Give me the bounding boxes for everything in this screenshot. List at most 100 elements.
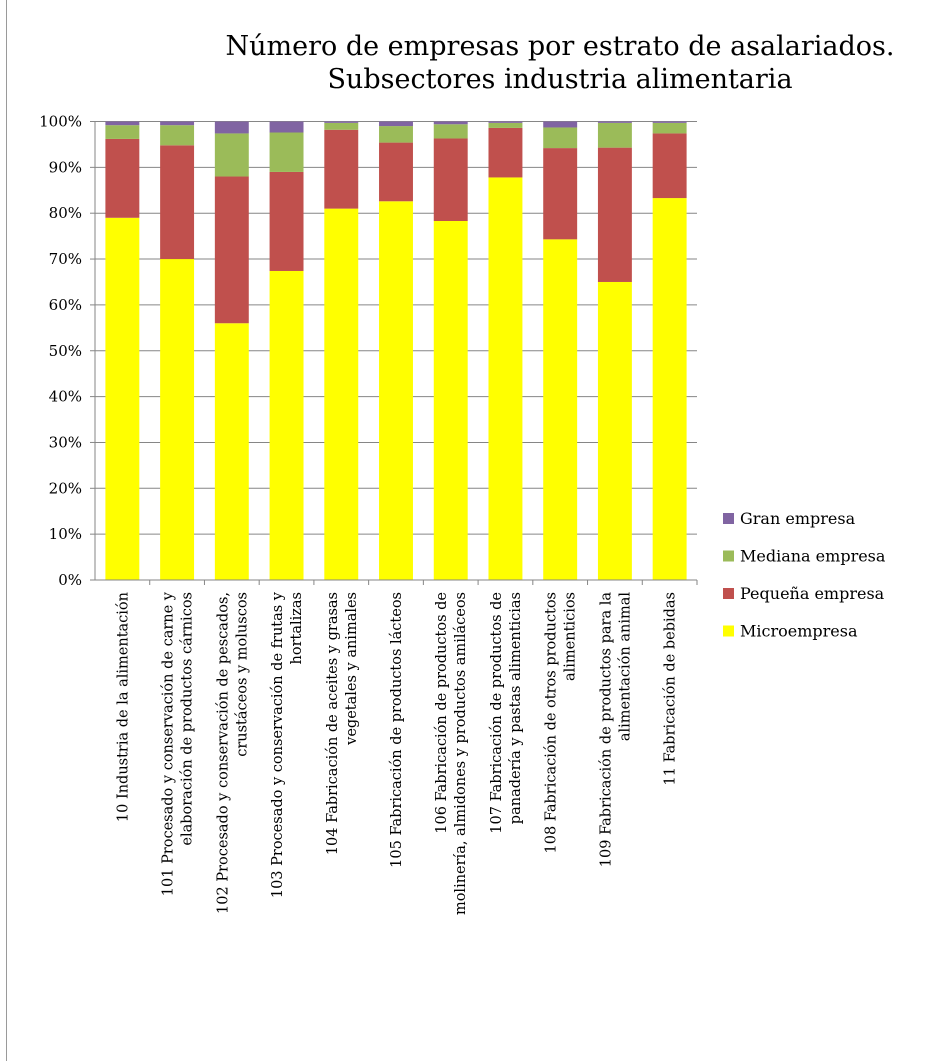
y-tick-label: 80%	[49, 204, 82, 222]
bar-segment	[543, 121, 578, 128]
chart-title-line-1: Número de empresas por estrato de asalar…	[225, 31, 895, 62]
bar-segment	[379, 121, 413, 127]
bars	[105, 121, 687, 581]
y-tick-label: 0%	[58, 571, 82, 589]
bar-segment	[597, 147, 632, 282]
bar-segment	[433, 220, 468, 580]
frame-border	[6, 0, 7, 1061]
legend-swatch	[723, 513, 734, 524]
bar-segment	[597, 121, 632, 123]
y-tick-label: 10%	[49, 525, 82, 543]
x-tick-label-line: 109 Fabricación de productos para la	[598, 592, 614, 868]
bar-segment	[269, 132, 304, 172]
legend-item: Gran empresa	[723, 509, 856, 528]
bar-segment	[324, 129, 359, 209]
x-tick-label-line: panadería y pastas alimenticias	[508, 592, 524, 824]
x-tick-label-line: 11 Fabricación de bebidas	[663, 592, 679, 785]
bar-segment	[105, 138, 140, 218]
bar-segment	[652, 122, 687, 134]
bar-segment	[488, 121, 523, 123]
bar-segment	[652, 133, 687, 199]
bar-segment	[105, 125, 140, 139]
bar-segment	[379, 142, 413, 202]
bar-segment	[433, 121, 468, 125]
bar-segment	[214, 176, 249, 324]
bar-segment	[160, 121, 195, 126]
y-tick-label: 60%	[49, 296, 82, 314]
bar-segment	[160, 145, 195, 260]
x-tick-label: 107 Fabricación de productos de panadería…	[489, 592, 524, 834]
chart-title-line-2: Subsectores industria alimentaria	[327, 64, 793, 95]
y-tick-label: 90%	[49, 158, 82, 176]
bar-segment	[214, 133, 249, 177]
bar-segment	[324, 208, 359, 581]
x-tick-label: 104 Fabricación de aceites y grasas veget…	[325, 592, 360, 855]
x-tick-label-line: 101 Procesado y conservación de carne y	[161, 591, 177, 896]
x-tick-label-line: alimentación animal	[617, 592, 633, 742]
legend-swatch	[723, 625, 734, 637]
x-tick-label-line: 102 Procesado y conservación de pescados…	[215, 592, 231, 914]
x-tick-label-line: 103 Procesado y conservación de frutas y	[270, 591, 286, 898]
y-tick-label: 20%	[49, 479, 82, 497]
legend-swatch	[723, 550, 734, 562]
x-tick-label-line: 10 Industria de la alimentación	[115, 592, 131, 822]
bar-segment	[488, 127, 523, 178]
bar-segment	[597, 281, 632, 580]
x-axis-labels: 10 Industria de la alimentación 101 Proce…	[115, 580, 698, 915]
bar-segment	[324, 121, 359, 123]
bar-segment	[488, 177, 523, 580]
bar-segment	[105, 217, 140, 580]
x-tick-label-line: vegetales y animales	[344, 592, 360, 746]
x-tick-label: 103 Procesado y conservación de frutas y…	[270, 591, 305, 898]
x-tick-label-line: elaboración de productos cárnicos	[180, 592, 196, 846]
x-tick-label-line: hortalizas	[289, 592, 305, 664]
x-tick-label: 106 Fabricación de productos de molinería…	[434, 592, 469, 915]
bar-segment	[379, 201, 413, 581]
legend-label: Pequeña empresa	[740, 584, 885, 603]
legend-item: Microempresa	[723, 622, 858, 641]
bar-segment	[379, 126, 413, 143]
bar-segment	[160, 125, 195, 146]
x-tick-label: 109 Fabricación de productos para la alim…	[598, 592, 633, 868]
x-tick-label: 10 Industria de la alimentación	[115, 592, 131, 822]
bar-segment	[214, 121, 249, 134]
y-tick-label: 30%	[49, 433, 82, 451]
bar-segment	[214, 323, 249, 580]
legend: Gran empresa Mediana empresa Pequeña empre…	[723, 509, 886, 641]
x-tick-label-line: 104 Fabricación de aceites y grasas	[325, 592, 341, 855]
legend-swatch	[723, 588, 734, 599]
x-tick-label-line: crustáceos y moluscos	[234, 592, 250, 757]
y-axis-ticks: 0% 10% 20% 30% 40% 50% 60% 70% 80% 90% 100%	[39, 113, 95, 589]
bar-segment	[433, 124, 468, 139]
bar-segment	[269, 270, 304, 580]
x-tick-label-line: 108 Fabricación de otros productos	[544, 592, 560, 853]
x-tick-label-line: alimenticios	[563, 592, 579, 681]
legend-item: Pequeña empresa	[723, 584, 885, 603]
bar-segment	[433, 138, 468, 221]
bar-segment	[652, 121, 687, 123]
bar-segment	[160, 259, 195, 580]
y-tick-label: 100%	[39, 113, 82, 131]
legend-label: Gran empresa	[740, 509, 856, 528]
x-tick-label-line: 107 Fabricación de productos de	[489, 592, 505, 834]
legend-item: Mediana empresa	[723, 547, 886, 566]
x-tick-label: 108 Fabricación de otros productos alimen…	[544, 592, 579, 853]
bar-segment	[543, 239, 578, 580]
bar-segment	[543, 127, 578, 149]
bar-segment	[488, 122, 523, 128]
bar-segment	[269, 121, 304, 133]
y-tick-label: 50%	[49, 342, 82, 360]
bar-segment	[324, 122, 359, 130]
x-tick-label: 105 Fabricación de productos lácteos	[389, 592, 405, 868]
x-tick-label-line: 105 Fabricación de productos lácteos	[389, 592, 405, 868]
y-tick-label: 40%	[49, 388, 82, 406]
x-tick-label-line: 106 Fabricación de productos de	[434, 592, 450, 834]
legend-label: Mediana empresa	[740, 547, 886, 566]
y-tick-label: 70%	[49, 250, 82, 268]
bar-segment	[543, 148, 578, 240]
bar-segment	[652, 198, 687, 580]
chart-title: Número de empresas por estrato de asalar…	[200, 30, 920, 96]
bar-segment	[597, 122, 632, 148]
